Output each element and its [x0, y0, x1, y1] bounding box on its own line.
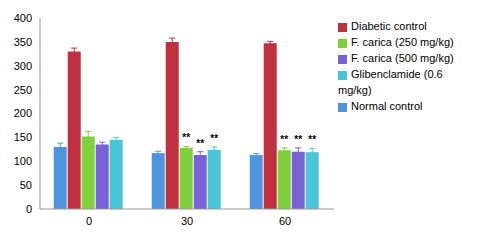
- svg-text:**: **: [308, 134, 316, 145]
- svg-text:300: 300: [14, 60, 32, 72]
- svg-text:100: 100: [14, 155, 32, 167]
- html-text:F. carica (500 mg/kg): F. carica (500 mg/kg): [351, 52, 454, 64]
- svg-text:250: 250: [14, 84, 32, 96]
- html-text:Glibenclamide (0.6 mg/kg): Glibenclamide (0.6 mg/kg): [338, 68, 443, 96]
- svg-text:**: **: [294, 134, 302, 145]
- html-text:Normal control: Normal control: [351, 100, 423, 112]
- svg-text:350: 350: [14, 36, 32, 48]
- svg-text:**: **: [210, 133, 218, 144]
- svg-text:**: **: [182, 132, 190, 143]
- svg-text:150: 150: [14, 131, 32, 143]
- svg-text:0: 0: [26, 203, 32, 215]
- svg-text:60: 60: [279, 215, 291, 227]
- svg-text:30: 30: [181, 215, 193, 227]
- svg-text:200: 200: [14, 107, 32, 119]
- svg-text:400: 400: [14, 12, 32, 24]
- html-text:F. carica (250 mg/kg): F. carica (250 mg/kg): [351, 36, 454, 48]
- svg-text:50: 50: [20, 179, 32, 191]
- svg-text:**: **: [280, 134, 288, 145]
- html-text:Diabetic control: Diabetic control: [351, 20, 427, 32]
- svg-text:0: 0: [86, 215, 92, 227]
- svg-text:**: **: [196, 138, 204, 149]
